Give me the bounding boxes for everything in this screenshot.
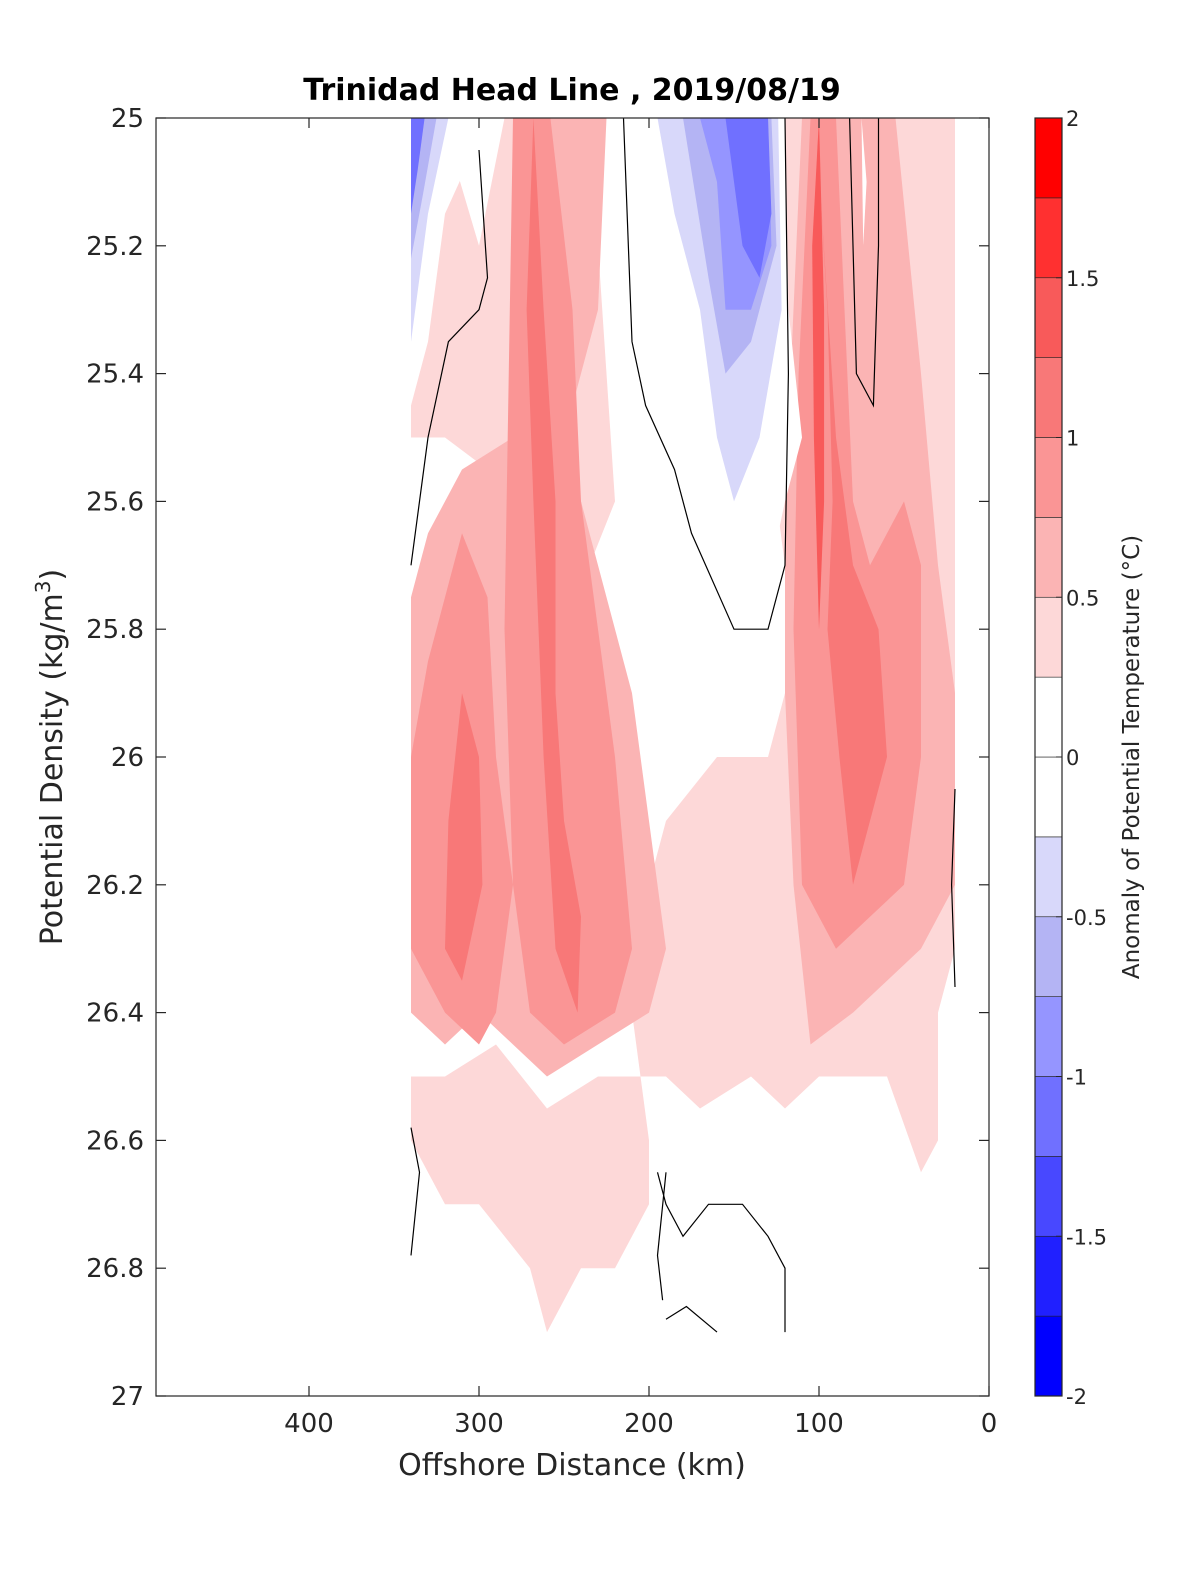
colorbar-swatch-12 <box>1034 357 1063 438</box>
y-tick-label-5: 26 <box>111 743 144 773</box>
x-tick-label-0: 0 <box>981 1409 998 1439</box>
colorbar-swatch-1 <box>1034 1235 1063 1317</box>
zero-contour-line-7 <box>950 788 956 988</box>
y-tick-label-3: 25.6 <box>86 487 144 517</box>
colorbar-swatch-10 <box>1034 517 1063 598</box>
y-tick-label-10: 27 <box>111 1382 144 1412</box>
colorbar-swatches <box>1034 117 1063 1397</box>
colorbar-tick-label-5: 0.5 <box>1066 586 1099 610</box>
colorbar-tick-label-1: -1.5 <box>1066 1225 1107 1249</box>
colorbar-tick-label-8: 2 <box>1066 107 1079 131</box>
contour-region-18 <box>411 118 425 214</box>
colorbar-swatch-14 <box>1034 197 1063 279</box>
colorbar-tick-label-0: -2 <box>1066 1385 1087 1409</box>
colorbar-swatch-4 <box>1034 996 1063 1077</box>
contour-fill-layer <box>411 118 955 1333</box>
colorbar-swatch-13 <box>1034 277 1063 358</box>
contour-region-5 <box>793 118 921 949</box>
colorbar-label: Anomaly of Potential Temperature (°C) <box>1119 535 1145 979</box>
x-tick-label-200: 200 <box>624 1409 674 1439</box>
contour-region-19 <box>725 118 772 278</box>
zero-contour-line-4 <box>656 1172 786 1333</box>
x-tick-label-300: 300 <box>454 1409 504 1439</box>
x-tick-label-400: 400 <box>284 1409 334 1439</box>
y-tick-label-9: 26.8 <box>86 1254 144 1284</box>
zero-contour-layer <box>410 117 956 1333</box>
y-tick-label-0: 25 <box>111 104 144 134</box>
zero-contour-line-1 <box>622 117 790 630</box>
colorbar-swatch-6 <box>1034 836 1063 918</box>
colorbar-swatch-8 <box>1034 676 1063 758</box>
zero-contour-line-3 <box>410 1127 421 1256</box>
colorbar-ticks: -2 -1.5 -1 -0.5 0 0.5 1 1.5 2 <box>1056 107 1107 1409</box>
colorbar-tick-label-4: 0 <box>1066 746 1079 770</box>
colorbar: -2 -1.5 -1 -0.5 0 0.5 1 1.5 2 Anomaly of Potenti… <box>1034 107 1145 1409</box>
x-tick-label-100: 100 <box>794 1409 844 1439</box>
chart-title: Trinidad Head Line , 2019/08/19 <box>303 73 840 108</box>
colorbar-swatch-11 <box>1034 437 1063 518</box>
zero-contour-line-2 <box>849 117 880 408</box>
colorbar-tick-label-2: -1 <box>1066 1066 1087 1090</box>
y-tick-label-6: 26.2 <box>86 871 144 901</box>
contour-region-7 <box>526 118 581 1013</box>
y-axis-label-close: ) <box>35 569 70 581</box>
colorbar-swatch-9 <box>1034 596 1063 678</box>
colorbar-tick-label-6: 1 <box>1066 427 1079 451</box>
x-axis-label: Offshore Distance (km) <box>398 1448 746 1483</box>
y-tick-label-7: 26.4 <box>86 999 144 1029</box>
colorbar-tick-label-3: -0.5 <box>1066 906 1107 930</box>
y-axis-label-main: Potential Density (kg/m <box>35 593 70 945</box>
y-tick-label-2: 25.4 <box>86 360 144 390</box>
y-tick-label-1: 25.2 <box>86 232 144 262</box>
zero-contour-line-5 <box>665 1305 718 1333</box>
y-tick-label-8: 26.6 <box>86 1126 144 1156</box>
colorbar-swatch-0 <box>1034 1315 1063 1397</box>
contour-region-8 <box>815 118 887 885</box>
contour-region-9 <box>812 118 825 630</box>
colorbar-swatch-3 <box>1034 1076 1063 1157</box>
zero-contour-line-0 <box>410 149 489 566</box>
colorbar-tick-label-7: 1.5 <box>1066 267 1099 291</box>
y-axis-label: Potential Density (kg/m3) <box>31 569 70 945</box>
x-axis: 400 300 200 100 0 <box>284 118 997 1439</box>
contour-region-12 <box>861 118 867 246</box>
colorbar-swatch-7 <box>1034 756 1063 838</box>
zero-contour-line-6 <box>656 1172 667 1301</box>
colorbar-swatch-2 <box>1034 1156 1063 1237</box>
y-axis-label-superscript: 3 <box>31 580 55 593</box>
y-axis: 25 25.2 25.4 25.6 25.8 26 26.2 26.4 26.6 26.8 27 <box>86 104 989 1412</box>
contour-region-6 <box>445 693 483 981</box>
plot-area <box>155 117 990 1397</box>
colorbar-swatch-15 <box>1034 117 1063 199</box>
colorbar-swatch-5 <box>1034 916 1063 997</box>
y-tick-label-4: 25.8 <box>86 615 144 645</box>
